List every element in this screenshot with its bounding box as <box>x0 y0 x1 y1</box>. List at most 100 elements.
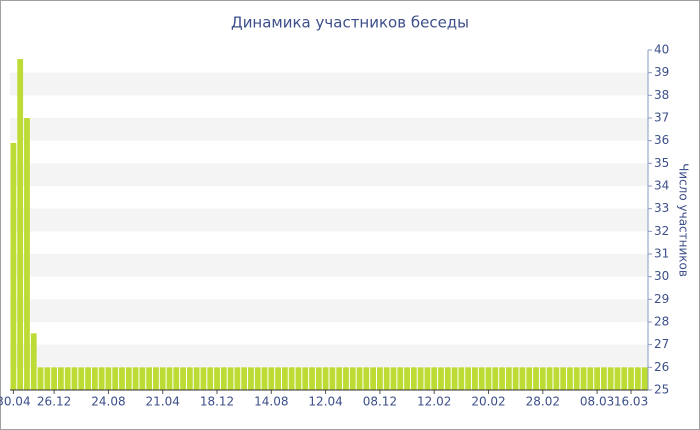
bar <box>472 367 478 390</box>
bar <box>451 367 458 390</box>
x-tick-label: 26.12 <box>37 395 71 409</box>
bar <box>499 367 505 390</box>
bar <box>146 367 153 390</box>
bar <box>119 367 125 390</box>
y-tick-label: 39 <box>654 65 669 79</box>
x-tick-label: 30.04 <box>0 395 31 409</box>
bar <box>431 367 438 390</box>
bar <box>349 367 356 390</box>
bar <box>478 367 485 390</box>
bar <box>85 367 91 390</box>
bar <box>336 367 343 390</box>
bar <box>553 367 560 390</box>
y-tick-label: 34 <box>654 179 669 193</box>
bar <box>377 367 383 390</box>
x-tick-label: 12.04 <box>308 395 342 409</box>
y-tick-label: 26 <box>654 360 669 374</box>
bar <box>356 367 363 390</box>
bar <box>485 367 492 390</box>
y-tick-label: 36 <box>654 133 669 147</box>
bar <box>10 142 17 390</box>
bar <box>444 367 451 390</box>
bar <box>254 367 261 390</box>
bar <box>424 367 431 390</box>
bar <box>614 367 621 390</box>
bar <box>241 367 248 390</box>
bar <box>580 367 587 390</box>
grid-band <box>10 72 648 96</box>
bar <box>105 367 112 390</box>
bar <box>17 59 24 391</box>
grid-band <box>10 299 648 322</box>
bar <box>173 367 180 390</box>
bar <box>641 367 648 390</box>
bar <box>180 367 186 390</box>
x-tick-label: 24.08 <box>91 395 125 409</box>
x-tick-label: 18.12 <box>200 395 234 409</box>
bar <box>628 367 634 390</box>
bar <box>78 367 85 390</box>
bar <box>492 367 499 390</box>
bar <box>51 367 58 390</box>
y-tick-label: 37 <box>654 111 669 125</box>
bar <box>410 367 417 390</box>
bar <box>214 367 220 390</box>
x-tick-label: 20.02 <box>471 395 505 409</box>
y-axis-label: Число участников <box>677 163 691 277</box>
bar <box>634 367 641 390</box>
x-tick-label: 08.12 <box>363 395 397 409</box>
bar <box>268 367 275 390</box>
bar <box>295 367 302 390</box>
y-tick-label: 40 <box>654 43 669 57</box>
bar <box>315 367 322 390</box>
bar <box>594 367 600 390</box>
bar <box>329 367 336 390</box>
bar <box>288 367 295 390</box>
y-tick-label: 38 <box>654 88 669 102</box>
bar <box>139 367 146 390</box>
bar <box>220 367 227 390</box>
bar <box>248 367 254 390</box>
y-tick-label: 28 <box>654 315 669 329</box>
bar <box>166 367 173 390</box>
bar <box>600 367 607 390</box>
bar <box>24 118 30 390</box>
bar <box>234 367 241 390</box>
bar <box>526 367 533 390</box>
bar <box>153 367 159 390</box>
bar <box>64 367 71 390</box>
x-tick-label: 28.02 <box>526 395 560 409</box>
bar <box>505 367 512 390</box>
bar <box>125 367 132 390</box>
grid-band <box>10 254 648 277</box>
bar <box>227 367 234 390</box>
bar <box>91 367 98 390</box>
bar <box>539 367 546 390</box>
bar <box>417 367 424 390</box>
y-tick-label: 30 <box>654 269 669 283</box>
bar <box>519 367 526 390</box>
bar <box>383 367 390 390</box>
bar <box>207 367 214 390</box>
bar <box>567 367 573 390</box>
y-tick-label: 32 <box>654 224 669 238</box>
y-tick-label: 25 <box>654 383 669 397</box>
bar <box>512 367 519 390</box>
bar <box>370 367 377 390</box>
bar <box>98 367 105 390</box>
bar <box>71 367 78 390</box>
grid-band <box>10 344 648 368</box>
y-tick-label: 35 <box>654 156 669 170</box>
bar <box>275 367 281 390</box>
bar <box>302 367 309 390</box>
bar <box>30 333 37 390</box>
bar <box>132 367 139 390</box>
bar <box>363 367 370 390</box>
bar <box>322 367 329 390</box>
bar <box>573 367 580 390</box>
bar <box>397 367 404 390</box>
bar <box>465 367 472 390</box>
chart-title: Динамика участников беседы <box>231 14 469 32</box>
bar <box>546 367 553 390</box>
